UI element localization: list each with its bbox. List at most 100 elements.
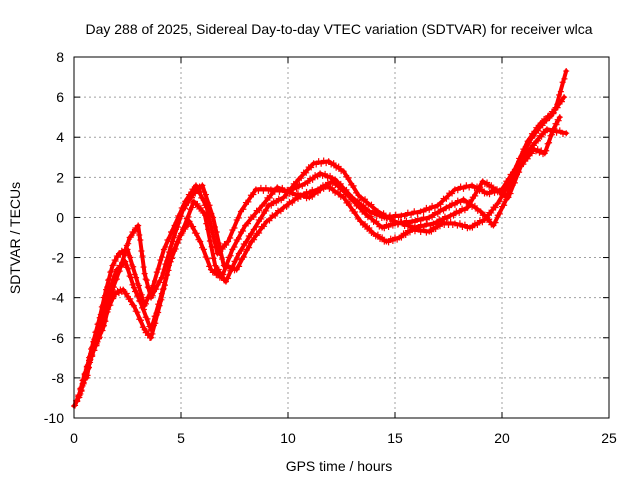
series-trace [76, 127, 569, 400]
data-point-marker [149, 292, 156, 299]
data-point-marker [474, 221, 481, 228]
data-point-marker [109, 280, 116, 287]
data-point-marker [102, 304, 109, 311]
data-point-marker [511, 179, 518, 186]
data-point-marker [138, 317, 145, 324]
data-point-marker [219, 256, 226, 263]
data-point-marker [204, 255, 211, 262]
data-point-marker [423, 229, 430, 236]
data-point-marker [164, 272, 171, 279]
data-point-marker [110, 262, 117, 269]
data-point-marker [557, 88, 564, 95]
y-tick-label: 4 [56, 129, 64, 145]
data-point-marker [263, 218, 270, 225]
data-point-marker [219, 271, 226, 278]
data-point-marker [85, 365, 92, 372]
data-point-marker [111, 257, 118, 264]
data-point-marker [420, 223, 427, 230]
data-point-marker [528, 150, 535, 157]
y-tick-label: -4 [52, 290, 65, 306]
data-point-marker [450, 212, 457, 219]
data-point-marker [559, 79, 566, 86]
data-point-marker [174, 240, 181, 247]
data-point-marker [185, 199, 192, 206]
data-point-marker [409, 218, 416, 225]
data-point-marker [451, 186, 458, 193]
data-point-marker [288, 186, 295, 193]
x-tick-label: 15 [387, 430, 403, 446]
data-point-marker [162, 244, 169, 251]
data-point-marker [457, 199, 464, 206]
data-point-marker [272, 212, 279, 219]
y-tick-labels: -10 -8 -6 -4 -2 0 2 4 6 8 [44, 49, 64, 426]
data-point-marker [304, 180, 311, 187]
data-point-marker [279, 184, 286, 191]
data-point-marker [322, 170, 329, 177]
data-point-marker [556, 114, 563, 121]
data-point-marker [428, 228, 435, 235]
data-point-marker [77, 385, 84, 392]
y-tick-label: 6 [56, 89, 64, 105]
data-point-marker [155, 301, 162, 308]
data-point-marker [181, 223, 188, 230]
data-point-marker [414, 225, 421, 232]
data-point-marker [212, 244, 219, 251]
data-point-marker [553, 129, 560, 136]
data-point-marker [135, 222, 142, 229]
data-point-marker [542, 129, 549, 136]
data-point-marker [449, 190, 456, 197]
data-point-marker [380, 210, 387, 217]
data-point-marker [171, 234, 178, 241]
data-point-marker [370, 218, 377, 225]
data-point-marker [158, 274, 165, 281]
data-point-marker [224, 262, 231, 269]
data-point-marker [293, 180, 300, 187]
data-point-marker [256, 229, 263, 236]
data-point-marker [334, 188, 341, 195]
data-point-marker [492, 219, 499, 226]
data-point-marker [99, 312, 106, 319]
data-point-marker [546, 139, 553, 146]
data-point-marker [461, 221, 468, 228]
data-point-marker [411, 208, 418, 215]
data-point-marker [208, 210, 215, 217]
data-point-marker [454, 187, 461, 194]
series-trace [72, 95, 567, 408]
data-point-marker [120, 286, 127, 293]
data-point-marker [432, 225, 439, 232]
data-point-marker [334, 181, 341, 188]
data-point-marker [356, 202, 363, 209]
data-point-marker [128, 274, 135, 281]
data-point-marker [142, 276, 149, 283]
data-point-marker [543, 147, 550, 154]
data-point-marker [141, 270, 148, 277]
data-point-marker [165, 262, 172, 269]
data-point-marker [309, 193, 316, 200]
data-point-marker [350, 182, 357, 189]
data-point-marker [283, 203, 290, 210]
data-point-marker [355, 192, 362, 199]
data-point-marker [456, 220, 463, 227]
data-point-marker [160, 285, 167, 292]
series-track-c [75, 126, 570, 401]
data-point-marker [146, 323, 153, 330]
data-point-marker [362, 210, 369, 217]
data-point-marker [199, 182, 206, 189]
data-point-marker [461, 207, 468, 214]
y-tick-label: 8 [56, 49, 64, 65]
data-point-marker [283, 192, 290, 199]
data-point-marker [294, 190, 301, 197]
data-point-marker [417, 228, 424, 235]
data-point-marker [140, 264, 147, 271]
data-point-marker [181, 205, 188, 212]
data-point-marker [171, 248, 178, 255]
data-point-marker [113, 291, 120, 298]
data-point-marker [217, 245, 224, 252]
data-point-marker [547, 113, 554, 120]
data-point-marker [352, 208, 359, 215]
data-point-marker [145, 285, 152, 292]
data-point-marker [138, 248, 145, 255]
series-track-a [71, 94, 568, 409]
data-point-marker [112, 258, 119, 265]
data-point-marker [143, 300, 150, 307]
